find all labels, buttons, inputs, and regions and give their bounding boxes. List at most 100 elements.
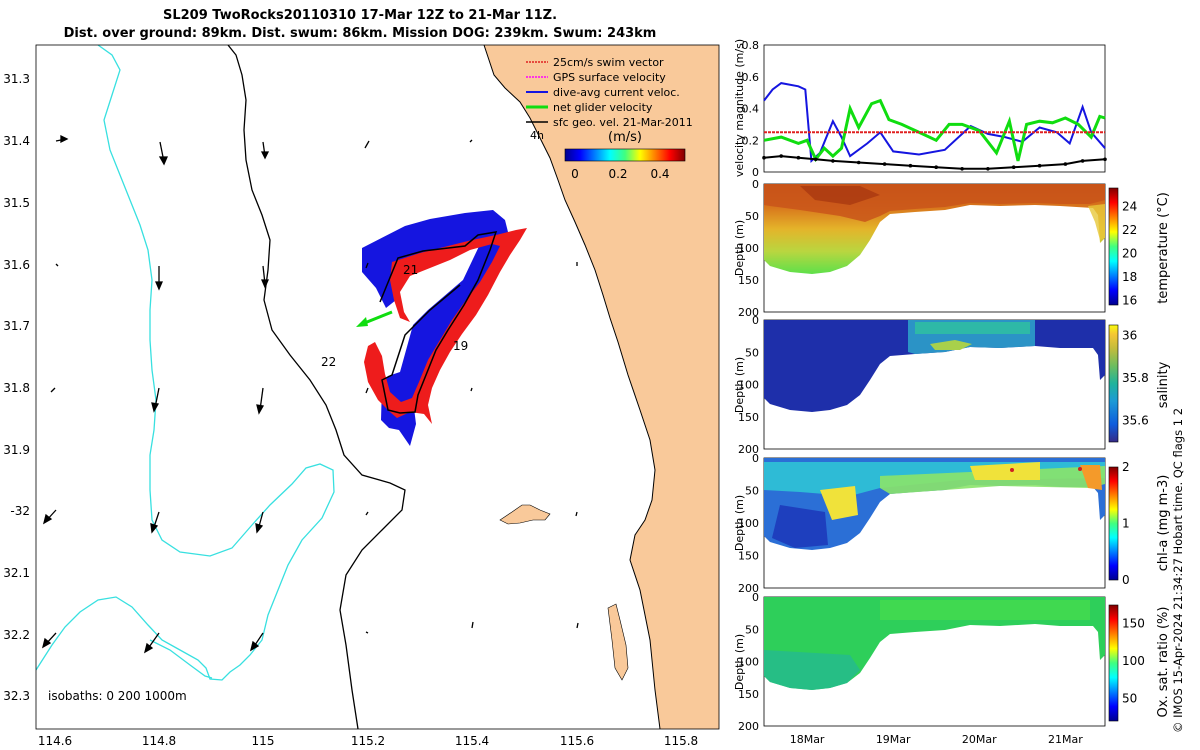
- colorbar-tick: 0: [1122, 573, 1130, 587]
- legend-net-glider: net glider velocity: [553, 101, 653, 114]
- velocity-point: [882, 162, 887, 166]
- figure-title-line-2: Dist. over ground: 89km. Dist. swum: 86k…: [63, 26, 657, 41]
- colorbar-tick: 50: [1122, 692, 1137, 706]
- y-tick-label: 0: [752, 166, 759, 179]
- y-tick-label: 150: [738, 274, 759, 287]
- day-label-21: 21: [403, 263, 418, 277]
- temperature-panel: 0 50 100 150 200 Depth (m) 16 18 20 22 24 temper…: [733, 178, 1171, 319]
- velocity-series-line: [763, 155, 1106, 170]
- velocity-point: [813, 157, 818, 162]
- colorbar-tick: 35.8: [1122, 371, 1149, 385]
- lat-tick: 31.4: [3, 134, 30, 148]
- y-tick-label: 0.4: [742, 103, 760, 116]
- oxygen-colorbar: [1108, 604, 1119, 722]
- lat-tick: 31.8: [3, 381, 30, 395]
- salinity-colorbar: [1108, 324, 1119, 443]
- coast-outline: [483, 45, 661, 729]
- lat-tick: 31.5: [3, 196, 30, 210]
- y-tick-label: 150: [738, 688, 759, 701]
- y-tick-label: 150: [738, 411, 759, 424]
- map-legend: 25cm/s swim vector GPS surface velocity …: [526, 56, 693, 129]
- y-tick-label: 200: [738, 582, 759, 595]
- date-tick: 21Mar: [1048, 733, 1083, 746]
- colorbar-tick: 150: [1122, 617, 1145, 631]
- velocity-panel: 0 0.2 0.4 0.6 0.8 velocity magnitude (m/s): [733, 39, 1107, 179]
- lon-tick: 114.6: [38, 734, 72, 748]
- velocity-point: [908, 163, 913, 168]
- map-colorbar: [564, 148, 686, 162]
- colorbar-tick: 24: [1122, 200, 1137, 214]
- temperature-colorbar: [1108, 187, 1119, 306]
- velocity-ylabel: velocity magnitude (m/s): [733, 39, 746, 177]
- oxygen-panel: 0 50 100 150 200 Depth (m) 50 100 150 Ox. sat.…: [733, 591, 1171, 746]
- isobath-1000m-b: [149, 639, 213, 679]
- lon-tick: 115.6: [560, 734, 594, 748]
- velocity-point: [1063, 162, 1068, 166]
- y-tick-label: 150: [738, 550, 759, 563]
- map-colorbar-tick: 0.2: [608, 167, 627, 181]
- chlorophyll-colorbar-label: chl-a (mg m-3): [1156, 475, 1171, 572]
- figure-title-line-1: SL209 TwoRocks20110310 17-Mar 12Z to 21-…: [162, 8, 558, 23]
- oxygen-colorbar-label: Ox. sat. ratio (%): [1156, 607, 1171, 718]
- velocity-point: [1103, 157, 1107, 162]
- velocity-point: [960, 167, 964, 171]
- day-label-19: 19: [453, 339, 468, 353]
- velocity-point: [796, 155, 801, 160]
- isobath-1000m: [36, 45, 335, 681]
- coastline-land: [484, 45, 719, 729]
- y-tick-label: 200: [738, 720, 759, 733]
- colorbar-tick: 100: [1122, 654, 1145, 668]
- velocity-point: [831, 159, 835, 163]
- colorbar-tick: 20: [1122, 247, 1137, 261]
- lat-tick: 31.9: [3, 443, 30, 457]
- lat-tick: -32: [10, 504, 30, 518]
- y-tick-label: 0.6: [742, 71, 760, 84]
- y-tick-label: 100: [738, 656, 759, 669]
- velocity-point: [762, 155, 766, 160]
- y-tick-label: 200: [738, 306, 759, 319]
- date-tick: 18Mar: [790, 733, 825, 746]
- date-tick: 20Mar: [962, 733, 997, 746]
- lon-tick: 115.2: [351, 734, 385, 748]
- map-lat-axis: 31.3 31.4 31.5 31.6 31.7 31.8 31.9 -32 3…: [3, 72, 30, 703]
- y-tick-label: 50: [745, 346, 759, 359]
- island-2: [607, 603, 629, 681]
- swim-vector-band: [364, 228, 527, 424]
- velocity-point: [1011, 165, 1016, 169]
- lon-tick: 115.8: [664, 734, 698, 748]
- salinity-panel: 0 50 100 150 200 Depth (m) 35.6 35.8 36 salini…: [733, 314, 1171, 456]
- lon-tick: 115.4: [455, 734, 489, 748]
- lat-tick: 31.3: [3, 72, 30, 86]
- lon-tick: 114.8: [142, 734, 176, 748]
- y-tick-label: 100: [738, 517, 759, 530]
- colorbar-tick: 1: [1122, 517, 1130, 531]
- colorbar-tick: 2: [1122, 460, 1130, 474]
- legend-gps-velocity: GPS surface velocity: [553, 71, 666, 84]
- y-tick-label: 200: [738, 443, 759, 456]
- velocity-point: [1080, 159, 1085, 163]
- salinity-colorbar-label: salinity: [1156, 361, 1171, 408]
- lat-tick: 31.7: [3, 319, 30, 333]
- chlorophyll-panel: 0 50 100 150 200 Depth (m) 0 1 2 chl-a (mg m-3…: [733, 452, 1171, 595]
- velocity-series-line: [763, 98, 1106, 163]
- velocity-point: [856, 160, 861, 165]
- colorbar-tick: 22: [1122, 223, 1137, 237]
- velocity-point: [779, 154, 783, 158]
- lat-tick: 32.2: [3, 628, 30, 642]
- velocity-point: [1037, 163, 1042, 168]
- map-colorbar-tick: 0.4: [650, 167, 669, 181]
- y-tick-label: 0.8: [742, 39, 760, 52]
- sfc-geo-velocity-arrows: [41, 134, 579, 654]
- time-label-4h: 4h: [530, 129, 544, 142]
- y-tick-label: 50: [745, 210, 759, 223]
- colorbar-tick: 18: [1122, 270, 1137, 284]
- day-label-22: 22: [321, 355, 336, 369]
- temperature-ylabel: Depth (m): [733, 220, 746, 276]
- y-tick-label: 100: [738, 242, 759, 255]
- lat-tick: 32.1: [3, 566, 30, 580]
- colorbar-tick: 35.6: [1122, 414, 1149, 428]
- isobath-200m: [227, 45, 406, 729]
- map-panel: 4h 21 19 22 isobaths: 0 200 1000m 25cm/s…: [36, 45, 719, 729]
- lon-tick: 115: [252, 734, 275, 748]
- glider-track: [379, 231, 498, 414]
